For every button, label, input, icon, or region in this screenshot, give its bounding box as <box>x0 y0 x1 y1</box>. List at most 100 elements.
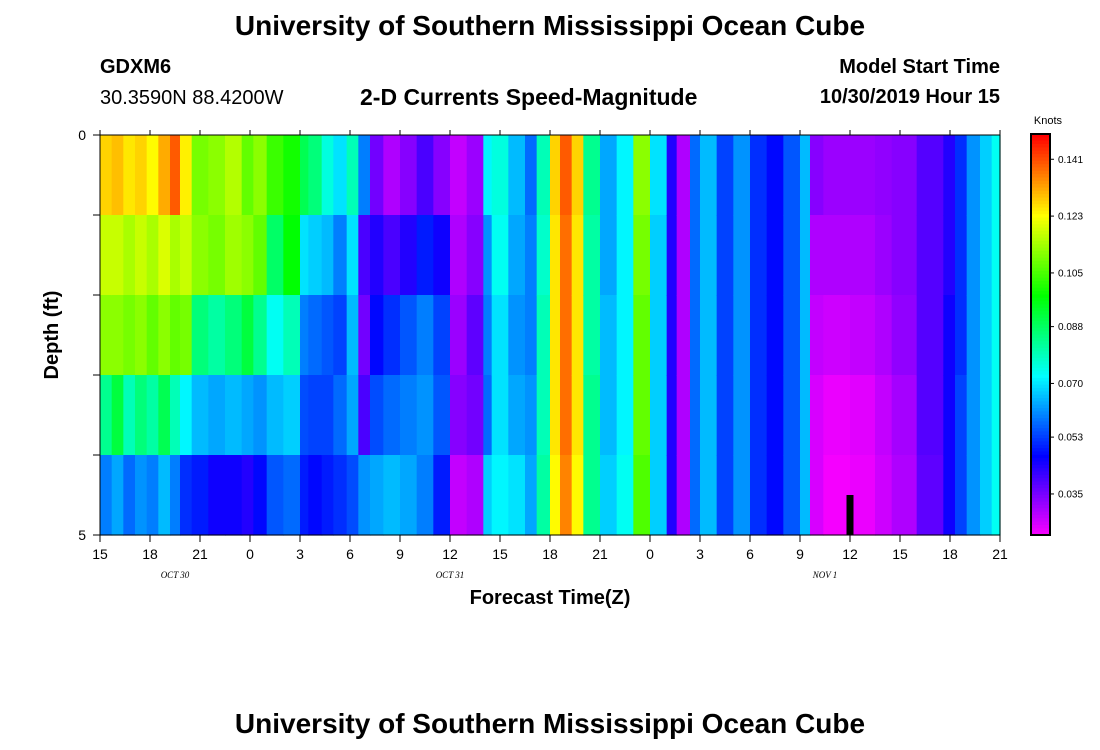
heatmap-cell <box>170 295 181 376</box>
heatmap-cell <box>810 455 824 536</box>
x-tick-label: 0 <box>646 546 654 562</box>
heatmap-cell <box>358 295 371 376</box>
heatmap-cell <box>525 215 538 296</box>
heatmap-cell <box>146 215 159 296</box>
heatmap-cells <box>100 135 1001 536</box>
colorbar-segment <box>1031 448 1050 453</box>
heatmap-cell <box>383 455 401 536</box>
colorbar-segment <box>1031 341 1050 346</box>
heatmap-cell <box>483 215 493 296</box>
heatmap-cell <box>525 135 538 216</box>
colorbar-segment <box>1031 324 1050 329</box>
colorbar-segment <box>1031 147 1050 152</box>
colorbar-segment <box>1031 384 1050 389</box>
colorbar-segment <box>1031 428 1050 433</box>
heatmap-cell <box>550 455 561 536</box>
heatmap-cell <box>346 455 359 536</box>
heatmap-cell <box>783 215 801 296</box>
heatmap-cell <box>716 215 734 296</box>
heatmap-cell <box>158 295 171 376</box>
chart-title: 2-D Currents Speed-Magnitude <box>360 84 698 110</box>
heatmap-cell <box>146 455 159 536</box>
heatmap-cell <box>966 295 981 376</box>
colorbar-segment <box>1031 257 1050 262</box>
heatmap-cell <box>300 375 309 456</box>
heatmap-cell <box>283 135 301 216</box>
heatmap-cell <box>991 215 1001 296</box>
heatmap-cell <box>158 455 171 536</box>
heatmap-cell <box>135 455 148 536</box>
y-axis-title: Depth (ft) <box>41 291 63 380</box>
heatmap-cell <box>633 455 651 536</box>
heatmap-cell <box>966 215 981 296</box>
heatmap-cell <box>980 135 993 216</box>
colorbar-segment <box>1031 337 1050 342</box>
page-title: University of Southern Mississippi Ocean… <box>234 10 866 41</box>
colorbar-segment <box>1031 374 1050 379</box>
heatmap-cell <box>146 375 159 456</box>
colorbar-tick-label: 0.035 <box>1058 489 1083 500</box>
heatmap-cell <box>783 455 801 536</box>
heatmap-cell <box>450 375 468 456</box>
colorbar-segment <box>1031 357 1050 363</box>
colorbar-segment <box>1031 391 1050 396</box>
heatmap-cell <box>346 295 359 376</box>
x-tick-label: 18 <box>542 546 558 562</box>
heatmap-cell <box>891 295 918 376</box>
heatmap-cell <box>191 135 209 216</box>
heatmap-cell <box>123 295 136 376</box>
heatmap-cell <box>766 375 784 456</box>
colorbar-segment <box>1031 207 1050 212</box>
heatmap-cell <box>810 215 824 296</box>
colorbar-segment <box>1031 197 1050 202</box>
x-tick-label: 21 <box>992 546 1008 562</box>
heatmap-cell <box>766 215 784 296</box>
colorbar-segment <box>1031 444 1050 449</box>
heatmap-cell <box>123 135 136 216</box>
heatmap-cell <box>676 215 691 296</box>
heatmap-cell <box>980 295 993 376</box>
colorbar-segment <box>1031 461 1050 466</box>
heatmap-cell <box>616 455 634 536</box>
heatmap-cell <box>690 135 701 216</box>
heatmap-cell <box>123 375 136 456</box>
colorbar-segment <box>1031 484 1050 490</box>
heatmap-cell <box>146 295 159 376</box>
heatmap-cell <box>583 455 601 536</box>
heatmap-cell <box>633 295 651 376</box>
heatmap-cell <box>308 375 323 456</box>
heatmap-cell <box>891 135 918 216</box>
heatmap-cell <box>560 135 573 216</box>
footer-title: University of Southern Mississippi Ocean… <box>234 708 866 739</box>
heatmap-cell <box>135 215 148 296</box>
heatmap-cell <box>450 135 468 216</box>
heatmap-cell <box>508 215 526 296</box>
heatmap-cell <box>100 375 113 456</box>
heatmap-cell <box>525 375 538 456</box>
heatmap-cell <box>321 215 334 296</box>
heatmap-cell <box>400 375 418 456</box>
heatmap-cell <box>616 295 634 376</box>
heatmap-cell <box>416 215 434 296</box>
colorbar-segment <box>1031 321 1050 326</box>
colorbar-segment <box>1031 304 1050 309</box>
heatmap-cell <box>916 215 944 296</box>
heatmap-cell <box>560 375 573 456</box>
heatmap-cell <box>810 135 824 216</box>
colorbar-segment <box>1031 291 1050 296</box>
colorbar-segment <box>1031 471 1050 476</box>
heatmap-cell <box>433 215 451 296</box>
colorbar-segment <box>1031 518 1050 523</box>
colorbar-tick-label: 0.070 <box>1058 379 1083 390</box>
heatmap-cell <box>346 375 359 456</box>
heatmap-cell <box>253 455 268 536</box>
heatmap-cell <box>875 215 893 296</box>
heatmap-cell <box>491 295 509 376</box>
heatmap-cell <box>955 295 968 376</box>
heatmap-cell <box>800 215 811 296</box>
colorbar-segment <box>1031 431 1050 436</box>
heatmap-cell <box>170 135 181 216</box>
heatmap-cell <box>253 375 268 456</box>
heatmap-cell <box>266 455 284 536</box>
heatmap-cell <box>358 135 371 216</box>
